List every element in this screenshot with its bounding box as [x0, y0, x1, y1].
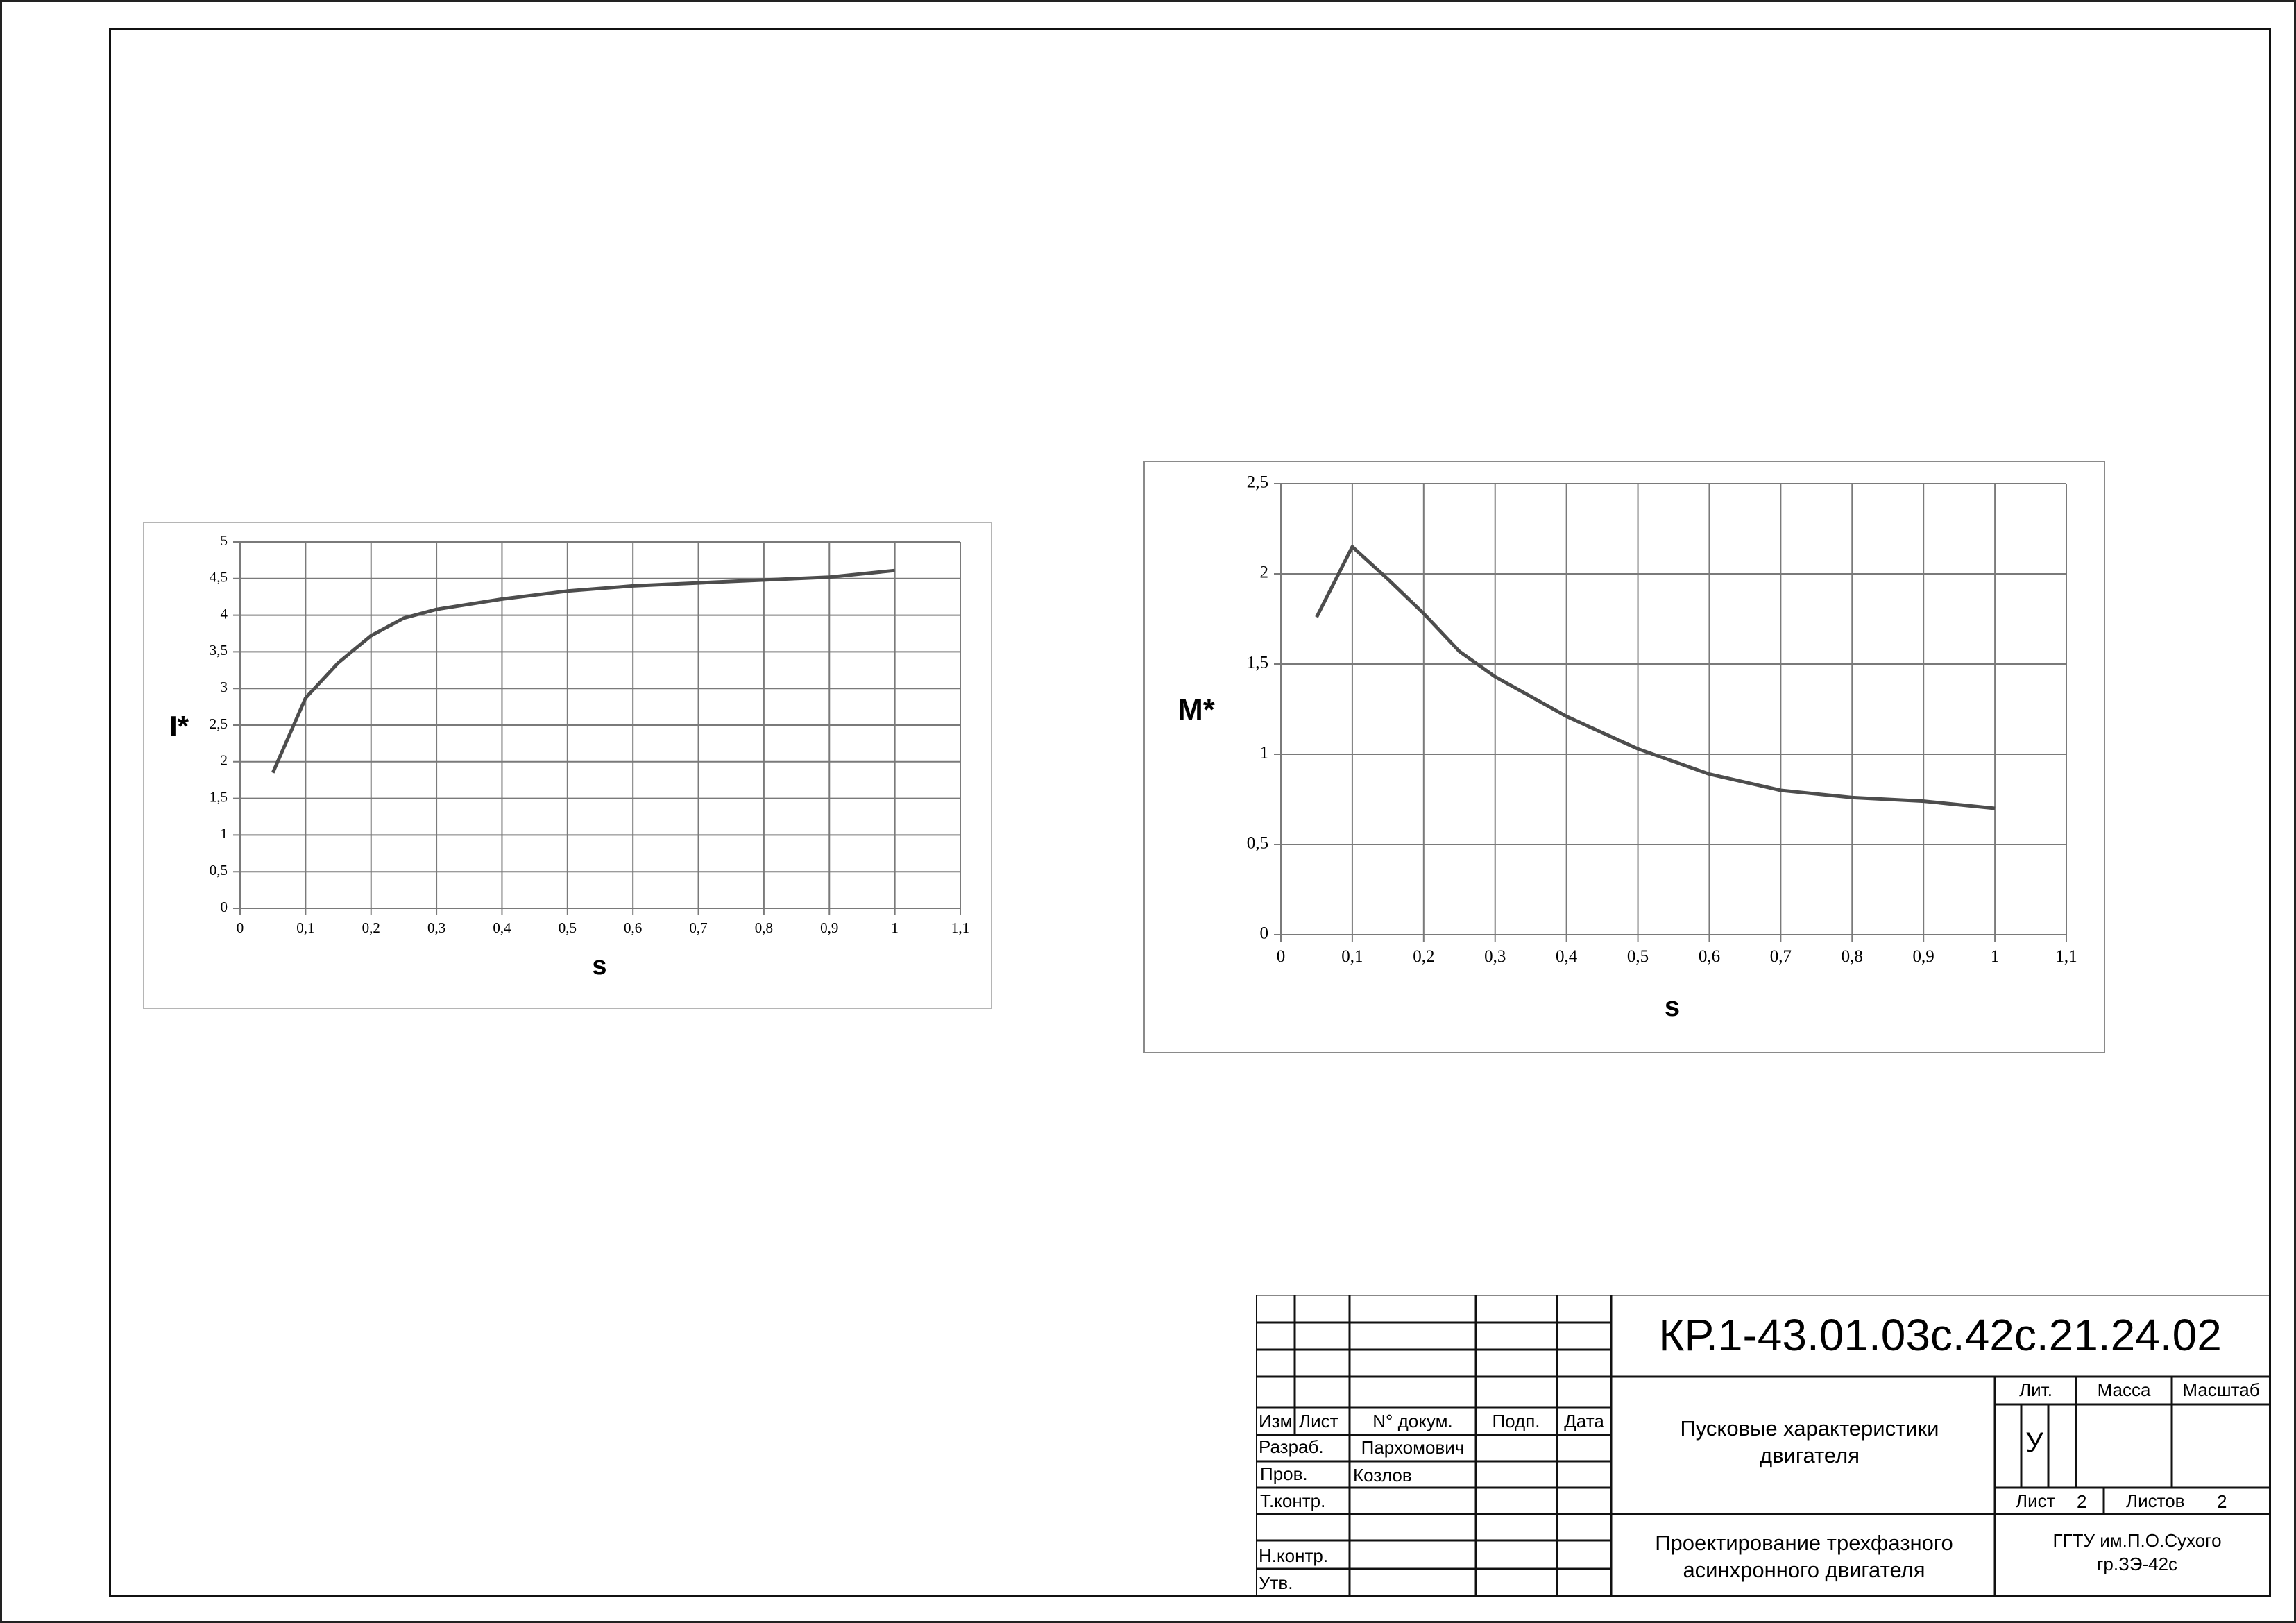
lit-label: Лит. — [2019, 1379, 2052, 1400]
y-tick-label: 2 — [221, 752, 228, 769]
name-checker: Козлов — [1353, 1465, 1412, 1486]
y-tick-label: 0,5 — [1247, 834, 1268, 853]
x-tick-label: 0,2 — [362, 919, 380, 936]
sheet-label: Лист — [2016, 1490, 2055, 1511]
x-tick-label: 0,7 — [1770, 947, 1792, 966]
x-tick-label: 0,3 — [1484, 947, 1506, 966]
role-norm-control: Н.контр. — [1259, 1545, 1328, 1566]
x-tick-label: 0,8 — [1842, 947, 1863, 966]
y-tick-label: 2 — [1260, 563, 1269, 582]
x-tick-label: 1 — [1991, 947, 2000, 966]
y-tick-label: 0,5 — [210, 862, 228, 878]
x-tick-label: 0,1 — [296, 919, 314, 936]
title-block: КР.1-43.01.03с.42с.21.24.02 Изм Лист N° … — [1256, 1295, 2271, 1597]
role-approved: Утв. — [1259, 1572, 1293, 1593]
lit-value: У — [2025, 1427, 2043, 1458]
y-tick-label: 1 — [221, 825, 228, 842]
x-tick-label: 0,9 — [820, 919, 838, 936]
x-tick-label: 0,8 — [755, 919, 773, 936]
name-developer: Пархомович — [1361, 1437, 1465, 1458]
document-title-line2: двигателя — [1760, 1443, 1860, 1468]
document-title-line1: Пусковые характеристики — [1680, 1416, 1939, 1441]
x-tick-label: 0,9 — [1913, 947, 1934, 966]
project-title-line2: асинхронного двигателя — [1683, 1558, 1925, 1582]
y-tick-label: 3,5 — [210, 642, 228, 658]
y-tick-label: 2,5 — [210, 715, 228, 732]
x-tick-label: 1,1 — [951, 919, 969, 936]
y-tick-label: 2,5 — [1247, 473, 1268, 492]
x-tick-label: 0,4 — [493, 919, 511, 936]
x-tick-label: 0 — [237, 919, 244, 936]
document-number: КР.1-43.01.03с.42с.21.24.02 — [1658, 1310, 2222, 1360]
organization-line1: ГГТУ им.П.О.Сухого — [2052, 1530, 2221, 1551]
sheet-value: 2 — [2077, 1491, 2086, 1512]
x-tick-label: 0,4 — [1556, 947, 1578, 966]
y-tick-label: 1,5 — [210, 788, 228, 805]
scale-label: Масштаб — [2182, 1379, 2259, 1400]
data-points — [1316, 546, 1996, 809]
sheets-label: Листов — [2126, 1490, 2184, 1511]
x-tick-label: 0,5 — [1627, 947, 1649, 966]
mass-label: Масса — [2098, 1379, 2151, 1400]
chart-area-border — [1143, 461, 2105, 1053]
header-signature: Подп. — [1492, 1411, 1540, 1431]
project-title-line1: Проектирование трехфазного — [1655, 1531, 1953, 1555]
x-tick-label: 0,3 — [427, 919, 445, 936]
y-tick-label: 5 — [221, 532, 228, 549]
header-date: Дата — [1564, 1411, 1604, 1431]
y-tick-label: 3 — [221, 679, 228, 695]
drawing-frame — [109, 28, 2271, 1597]
data-points — [273, 570, 895, 773]
y-tick-label: 4,5 — [210, 569, 228, 586]
x-axis-label: s — [592, 951, 606, 980]
x-tick-label: 0,2 — [1413, 947, 1434, 966]
role-checker: Пров. — [1260, 1463, 1308, 1484]
role-tech-control: Т.контр. — [1260, 1490, 1325, 1511]
y-tick-label: 4 — [221, 605, 228, 622]
x-axis-label: s — [1665, 992, 1680, 1022]
y-tick-label: 1 — [1260, 744, 1269, 763]
x-tick-label: 0,7 — [689, 919, 707, 936]
y-axis-label: I* — [169, 710, 189, 742]
x-tick-label: 0 — [1277, 947, 1286, 966]
role-developer: Разраб. — [1259, 1436, 1324, 1457]
x-tick-label: 0,5 — [559, 919, 577, 936]
y-tick-label: 1,5 — [1247, 654, 1268, 672]
sheets-value: 2 — [2217, 1491, 2227, 1512]
header-doc-number: N° докум. — [1372, 1411, 1453, 1431]
x-tick-label: 1 — [891, 919, 899, 936]
header-list: Лист — [1299, 1411, 1338, 1431]
current-chart: 0 0,5 1 1,5 2 2,5 3 3,5 4 4,5 5 0 0,1 0,2 0,3 0,4 0,5 0,… — [143, 522, 992, 1009]
title-block-grid — [1256, 1295, 2271, 1597]
x-tick-label: 0,6 — [1699, 947, 1720, 966]
torque-chart: 0 0,5 1 1,5 2 2,5 0 0,1 0,2 0,3 0,4 0,5 0,6 0,7 0,8 0,… — [1143, 461, 2105, 1053]
header-izm: Изм — [1259, 1411, 1292, 1431]
y-tick-label: 0 — [221, 899, 228, 915]
x-tick-label: 1,1 — [2055, 947, 2077, 966]
x-tick-label: 0,6 — [624, 919, 642, 936]
y-axis-label: M* — [1177, 693, 1216, 727]
y-tick-label: 0 — [1260, 924, 1269, 943]
x-tick-label: 0,1 — [1341, 947, 1363, 966]
organization-line2: гр.ЗЭ-42с — [2097, 1554, 2177, 1574]
